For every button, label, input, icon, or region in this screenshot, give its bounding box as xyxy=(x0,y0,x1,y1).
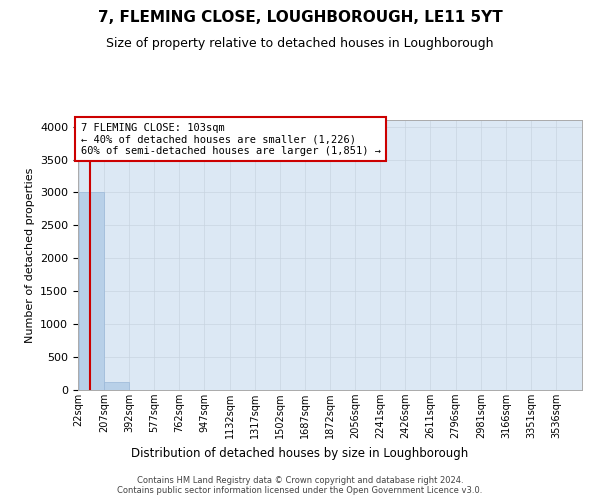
Text: Distribution of detached houses by size in Loughborough: Distribution of detached houses by size … xyxy=(131,448,469,460)
Text: Size of property relative to detached houses in Loughborough: Size of property relative to detached ho… xyxy=(106,38,494,51)
Text: 7 FLEMING CLOSE: 103sqm
← 40% of detached houses are smaller (1,226)
60% of semi: 7 FLEMING CLOSE: 103sqm ← 40% of detache… xyxy=(80,122,380,156)
Bar xyxy=(104,382,129,390)
Text: Contains HM Land Registry data © Crown copyright and database right 2024.
Contai: Contains HM Land Registry data © Crown c… xyxy=(118,476,482,495)
Text: 7, FLEMING CLOSE, LOUGHBOROUGH, LE11 5YT: 7, FLEMING CLOSE, LOUGHBOROUGH, LE11 5YT xyxy=(98,10,502,25)
Y-axis label: Number of detached properties: Number of detached properties xyxy=(25,168,35,342)
Bar xyxy=(79,192,104,390)
